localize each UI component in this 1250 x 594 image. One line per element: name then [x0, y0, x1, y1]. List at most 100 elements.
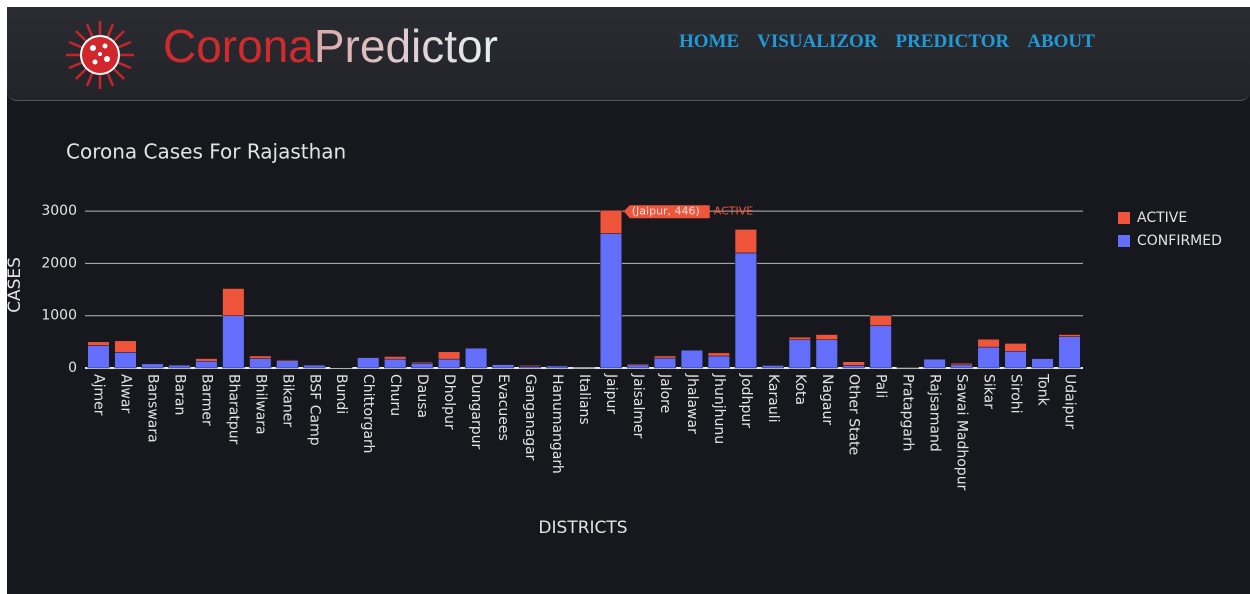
chart: Corona Cases For Rajasthan DISTRICTS CAS… — [7, 140, 1222, 539]
x-tick-label: Jodhpur — [738, 373, 754, 428]
bar-segment — [923, 358, 946, 369]
nav: HOME VISUALIZOR PREDICTOR ABOUT — [679, 31, 1113, 53]
bar-segment — [222, 315, 245, 369]
brand[interactable]: CoronaPredictor — [163, 19, 498, 73]
x-tick-label: Kota — [792, 374, 808, 405]
bar-segment — [626, 364, 649, 369]
bar-segment — [249, 355, 272, 359]
x-tick-label: Pali — [873, 374, 889, 398]
x-tick-label: Jhalawar — [684, 373, 700, 434]
brand-second: Predictor — [313, 20, 498, 72]
bar-segment — [411, 361, 434, 364]
bar-segment — [87, 345, 110, 369]
legend-swatch — [1118, 235, 1130, 247]
bar-segment — [599, 210, 623, 234]
tooltip-box — [623, 205, 710, 219]
nav-link[interactable]: ABOUT — [1027, 31, 1095, 52]
bar-segment — [788, 336, 811, 341]
x-tick-label: Karauli — [765, 374, 781, 423]
y-axis-label: CASES — [7, 257, 25, 313]
y-tick-label: 3000 — [41, 203, 77, 219]
x-tick-label: Udaipur — [1062, 374, 1078, 429]
bar-segment — [168, 364, 191, 369]
x-tick-label: Churu — [387, 374, 403, 416]
bar-segment — [1004, 351, 1027, 369]
bar-segment — [438, 358, 461, 369]
bar-segment — [438, 351, 461, 360]
x-axis-label: DISTRICTS — [538, 518, 627, 538]
bar-segment — [734, 252, 757, 369]
tooltip-text: (Jaipur, 446) — [632, 204, 700, 217]
bar-segment — [1058, 334, 1081, 337]
bar-segment — [1031, 358, 1054, 369]
bar-segment — [680, 349, 703, 351]
bar-segment — [141, 363, 164, 369]
legend-swatch — [1118, 212, 1130, 224]
tooltip-series: ACTIVE — [714, 204, 754, 217]
bar-segment — [869, 325, 892, 369]
bar-segment — [465, 347, 488, 349]
x-tick-label: Evacuees — [495, 374, 511, 441]
x-tick-label: Sikar — [981, 374, 997, 409]
bar-segment — [276, 359, 299, 361]
bar-segment — [923, 358, 946, 360]
y-tick-label: 0 — [68, 360, 77, 376]
bar-segment — [411, 363, 434, 369]
bar-segment — [357, 356, 380, 358]
bar-segment — [977, 346, 1000, 369]
bar-segment — [519, 365, 542, 367]
x-tick-label: Chittorgarh — [360, 374, 376, 453]
bar-segment — [195, 360, 218, 369]
bar-segment — [842, 361, 865, 366]
legend-label: CONFIRMED — [1137, 233, 1222, 249]
x-tick-label: Bikaner — [279, 374, 295, 427]
bar-segment — [707, 352, 730, 357]
bar-segment — [330, 366, 353, 368]
x-tick-label: Hanumangarh — [549, 374, 565, 474]
bar-segment — [303, 364, 326, 369]
x-tick-label: Dausa — [414, 374, 430, 418]
x-tick-label: Alwar — [117, 374, 133, 413]
bar-segment — [249, 358, 272, 369]
bar-segment — [1058, 336, 1081, 369]
bar-segment — [653, 357, 676, 369]
nav-link[interactable]: HOME — [679, 31, 740, 52]
bar-segment — [492, 364, 515, 369]
x-tick-label: Ganganagar — [522, 374, 538, 461]
x-tick-label: BSF Camp — [306, 374, 322, 446]
bar-segment — [114, 340, 137, 353]
x-tick-label: Bundi — [333, 374, 349, 414]
x-tick-label: Jhunjhunu — [711, 373, 727, 444]
bar-segment — [465, 347, 488, 369]
app: CoronaPredictor HOME VISUALIZOR PREDICTOR A… — [7, 7, 1250, 594]
nav-link[interactable]: PREDICTOR — [895, 31, 1010, 52]
bar-segment — [357, 357, 380, 369]
bar-segment — [276, 360, 299, 369]
logo — [66, 21, 134, 89]
bar-segment — [1004, 343, 1027, 352]
x-tick-label: Banswara — [144, 374, 160, 443]
x-tick-label: Pratapgarh — [900, 374, 916, 451]
bar-segment — [599, 233, 623, 369]
header: CoronaPredictor HOME VISUALIZOR PREDICTOR A… — [7, 7, 1250, 101]
x-tick-label: Jaisalmer — [630, 373, 646, 439]
x-tick-label: Jalore — [657, 373, 673, 413]
x-tick-label: Baran — [171, 374, 187, 415]
y-tick-label: 1000 — [41, 308, 77, 324]
chart-title: Corona Cases For Rajasthan — [66, 140, 346, 164]
x-tick-label: Rajsamand — [927, 374, 943, 452]
y-tick-label: 2000 — [41, 255, 77, 271]
bar-segment — [842, 365, 865, 369]
bar-segment — [761, 364, 784, 366]
x-tick-label: Jaipur — [603, 373, 619, 414]
x-tick-label: Nagaur — [819, 374, 835, 425]
bar-segment — [626, 363, 649, 366]
x-tick-label: Ajmer — [90, 374, 106, 416]
bar-segment — [734, 229, 757, 254]
x-tick-label: Sirohi — [1008, 374, 1024, 414]
bar-segment — [384, 356, 407, 360]
bar-segment — [815, 339, 838, 369]
nav-link[interactable]: VISUALIZOR — [757, 31, 878, 52]
x-tick-label: Barmer — [198, 374, 214, 426]
bar-segment — [680, 349, 703, 369]
